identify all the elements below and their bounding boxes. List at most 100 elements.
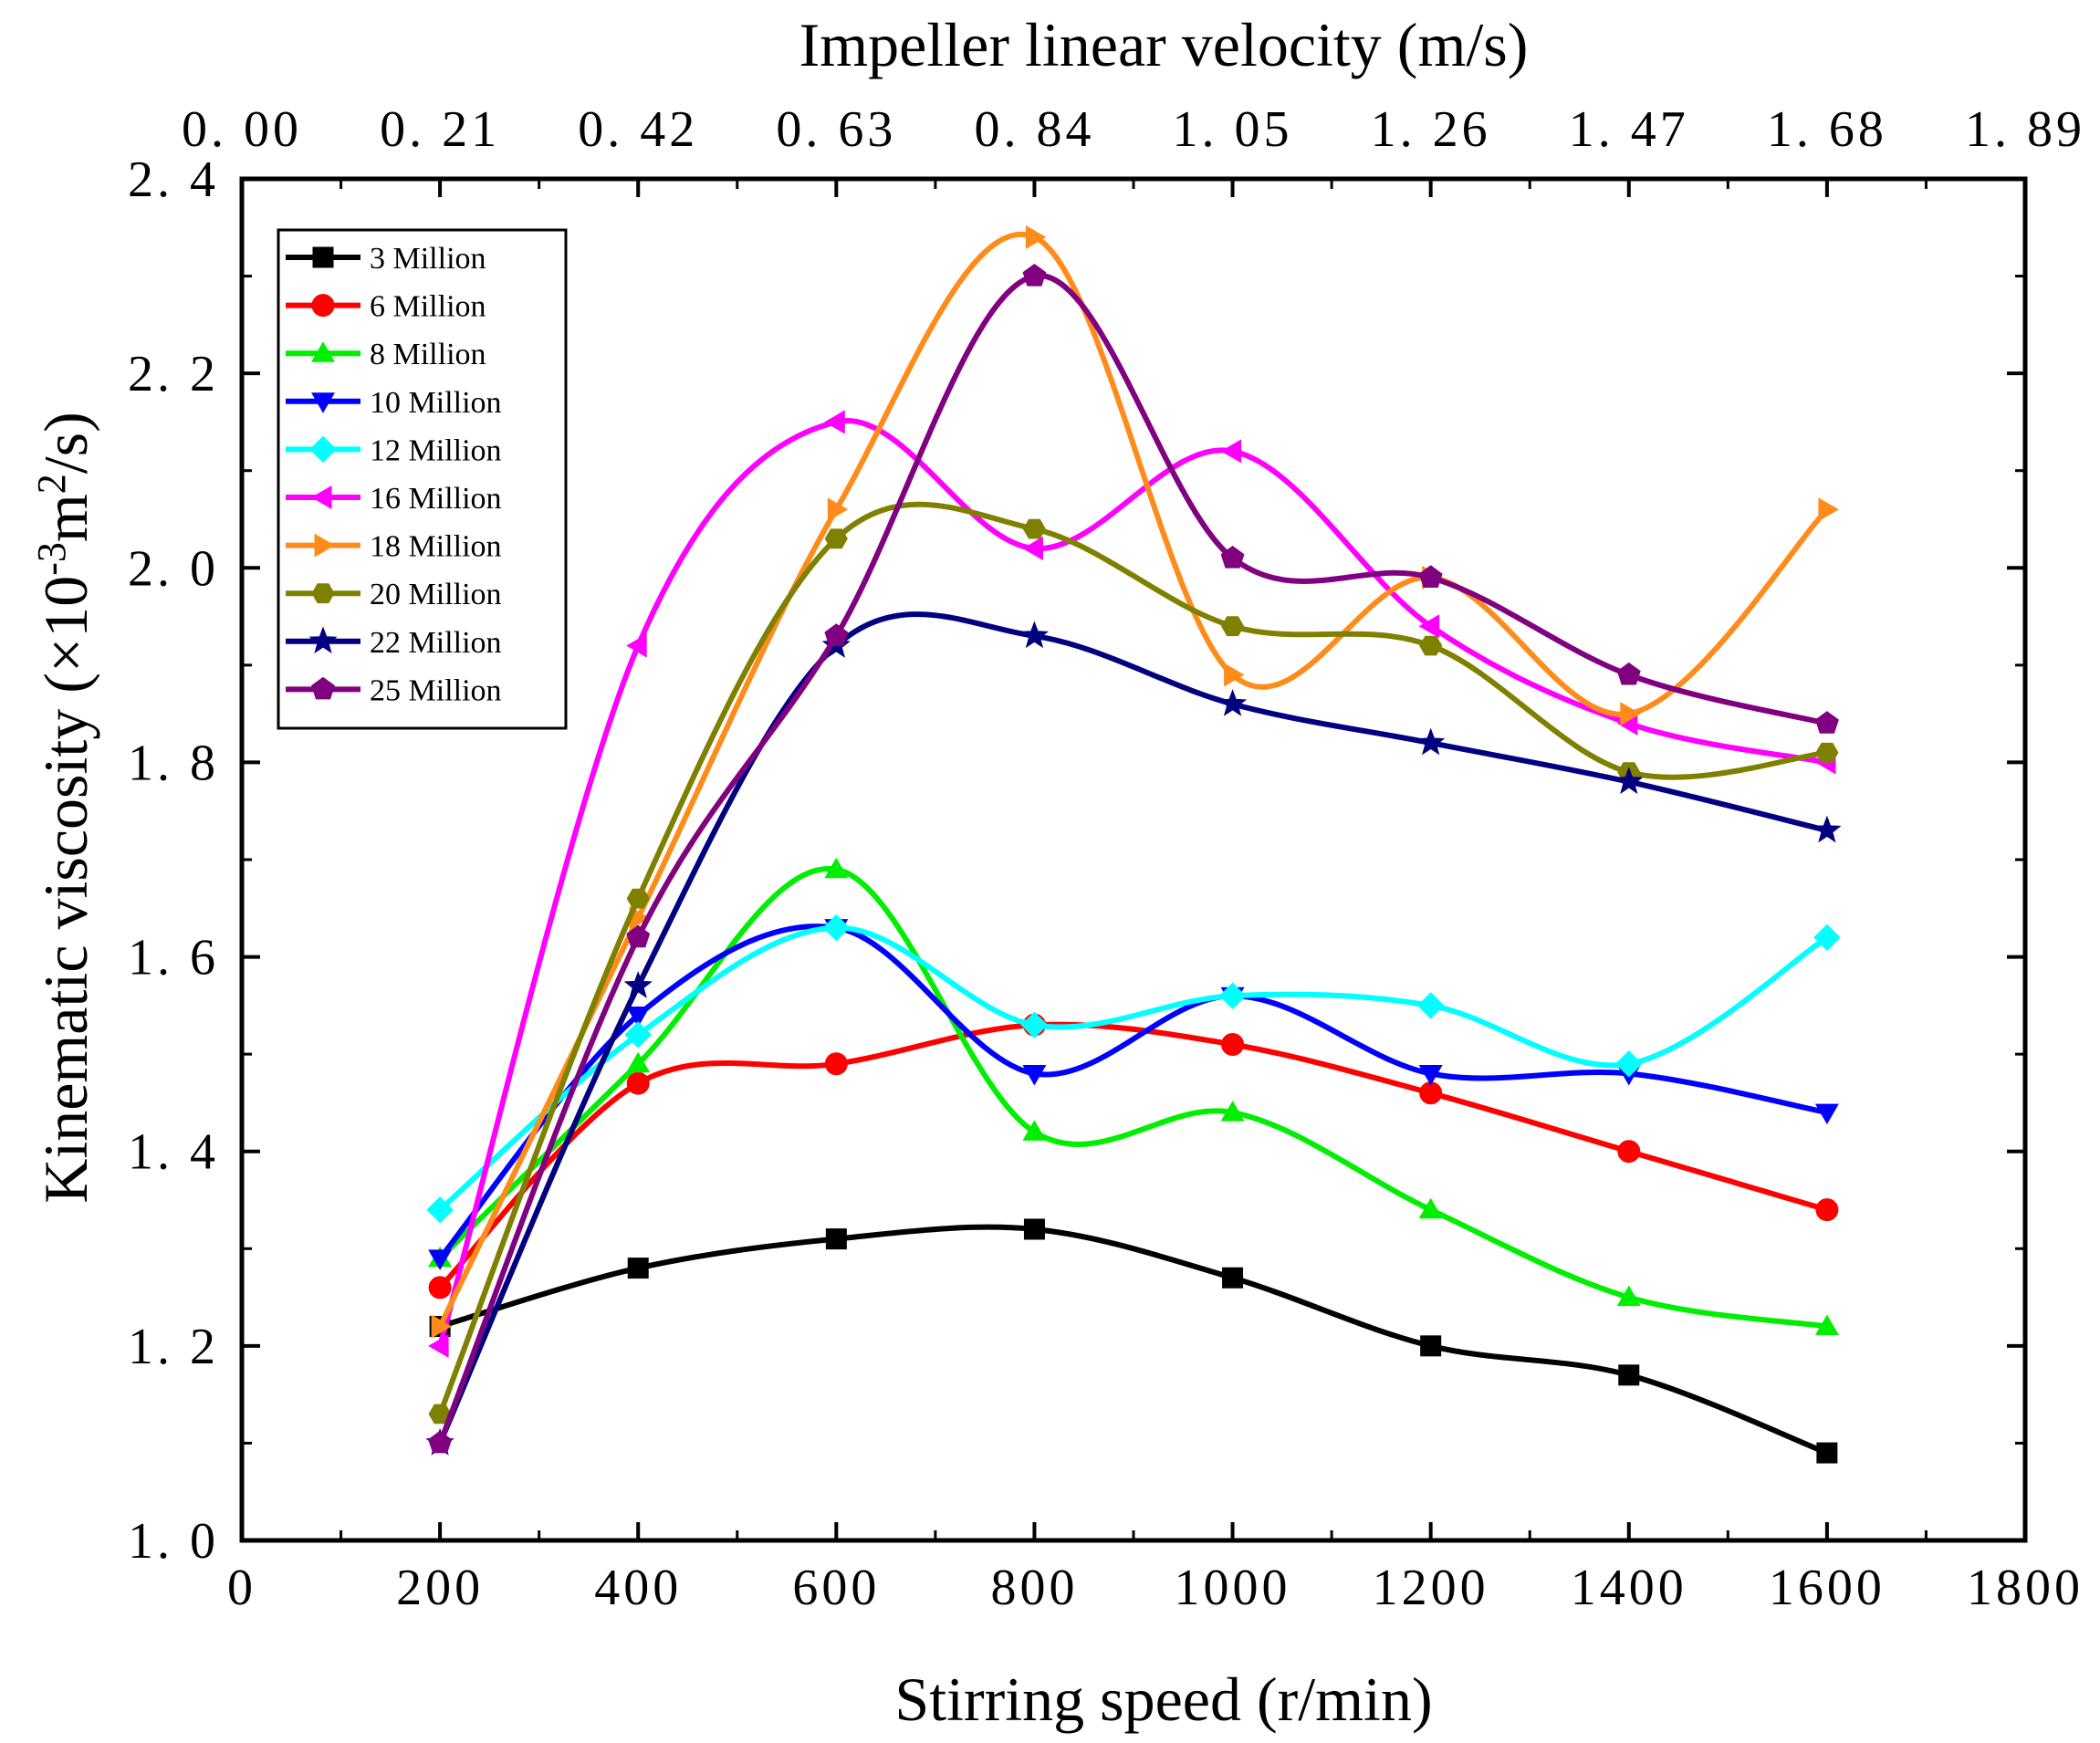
data-marker (626, 1051, 651, 1073)
ylabel-part-1: Kinematic viscosity (×10 (31, 576, 100, 1204)
x-tick-label: 1600 (1769, 1560, 1886, 1616)
data-marker (431, 1314, 453, 1339)
data-marker (1420, 1335, 1442, 1357)
x-tick-label: 600 (792, 1560, 880, 1616)
data-marker (1813, 815, 1842, 843)
data-marker (1022, 518, 1046, 539)
data-marker (824, 528, 848, 549)
data-marker (1220, 439, 1242, 464)
data-marker (1022, 536, 1043, 560)
data-marker (1814, 711, 1839, 734)
legend-item: 20 Million (286, 578, 502, 611)
x-tick-label: 200 (396, 1560, 484, 1616)
legend-label: 16 Million (370, 482, 502, 516)
x-tick-label: 400 (594, 1560, 682, 1616)
data-marker (309, 435, 337, 464)
x-tick-label: 1400 (1571, 1560, 1687, 1616)
y-tick-label: 2. 2 (128, 346, 219, 402)
x2-tick-label: 0. 21 (380, 101, 500, 158)
series-16-million (428, 410, 1836, 1358)
data-marker (311, 341, 335, 362)
data-marker (827, 497, 849, 522)
series-line (437, 417, 1830, 1349)
series-layer (425, 224, 1842, 1464)
legend-item: 18 Million (286, 530, 502, 564)
data-marker (825, 1228, 847, 1250)
top-axis-title: Impeller linear velocity (m/s) (799, 10, 1529, 79)
data-marker (1418, 565, 1443, 588)
data-marker (1616, 1285, 1641, 1307)
data-marker (824, 410, 845, 434)
data-marker (824, 857, 849, 879)
data-marker (1221, 616, 1245, 637)
legend-item: 3 Million (286, 242, 486, 276)
legend-label: 20 Million (370, 578, 502, 611)
data-marker (1418, 1197, 1443, 1219)
data-marker (623, 971, 653, 998)
data-marker (1814, 1103, 1839, 1125)
data-marker (1617, 1140, 1641, 1164)
data-marker (626, 924, 651, 948)
legend-label: 8 Million (370, 338, 486, 371)
left-axis-title: Kinematic viscosity (×10-3m2/s) (29, 412, 100, 1204)
x2-tick-label: 0. 42 (578, 101, 698, 158)
ylabel-part-3: /s) (31, 412, 100, 474)
ylabel-sup-2: 2 (29, 474, 74, 494)
data-marker (1620, 702, 1641, 726)
legend-label: 3 Million (370, 242, 486, 276)
series-25-million (428, 263, 1839, 1454)
data-marker (626, 633, 647, 658)
legend-label: 22 Million (370, 626, 502, 660)
data-marker (824, 623, 849, 646)
x2-tick-label: 1. 68 (1767, 101, 1887, 158)
data-marker (1818, 497, 1839, 522)
data-marker (1217, 689, 1248, 716)
legend-item: 25 Million (286, 673, 502, 707)
x2-tick-label: 1. 47 (1569, 101, 1689, 158)
data-marker (312, 246, 334, 268)
x-tick-label: 1000 (1175, 1560, 1291, 1616)
legend-label: 6 Million (370, 290, 486, 324)
legend-label: 18 Million (370, 530, 502, 564)
data-marker (1419, 635, 1443, 656)
series-3-million (429, 1218, 1838, 1464)
x-tick-label: 0 (227, 1560, 256, 1616)
data-marker (311, 392, 335, 413)
data-marker (624, 1021, 652, 1049)
series-line (437, 924, 1830, 1213)
legend-item: 22 Million (286, 626, 502, 660)
data-marker (1222, 1267, 1244, 1289)
data-marker (1418, 1065, 1443, 1086)
y-tick-label: 1. 4 (128, 1124, 219, 1181)
data-marker (308, 626, 338, 654)
ylabel-sup-1: -3 (29, 542, 74, 576)
series-line (437, 924, 1830, 1261)
data-marker (426, 1195, 454, 1224)
data-marker (626, 1071, 650, 1095)
data-marker (1813, 924, 1841, 952)
data-marker (428, 1430, 453, 1454)
data-marker (1224, 663, 1245, 687)
data-marker (1023, 1218, 1045, 1240)
y-tick-label: 1. 2 (128, 1319, 219, 1375)
legend-item: 12 Million (286, 433, 502, 467)
data-marker (311, 583, 335, 604)
series-line (437, 1224, 1830, 1456)
data-marker (1221, 1032, 1245, 1056)
data-marker (1816, 1442, 1838, 1464)
y-tick-label: 1. 0 (128, 1513, 219, 1570)
y-tick-label: 1. 8 (128, 735, 219, 791)
x-tick-label: 1200 (1373, 1560, 1489, 1616)
series-22-million (425, 611, 1842, 1456)
legend-item: 8 Million (286, 338, 486, 371)
data-marker (1218, 982, 1247, 1009)
legend-item: 6 Million (286, 290, 486, 324)
series-6-million (428, 1013, 1839, 1299)
bottom-axis-title: Stirring speed (r/min) (894, 1665, 1432, 1734)
x2-tick-label: 0. 00 (182, 101, 302, 158)
data-marker (311, 294, 335, 318)
data-marker (1020, 1011, 1049, 1038)
data-marker (1025, 224, 1047, 249)
data-marker (1616, 662, 1641, 685)
